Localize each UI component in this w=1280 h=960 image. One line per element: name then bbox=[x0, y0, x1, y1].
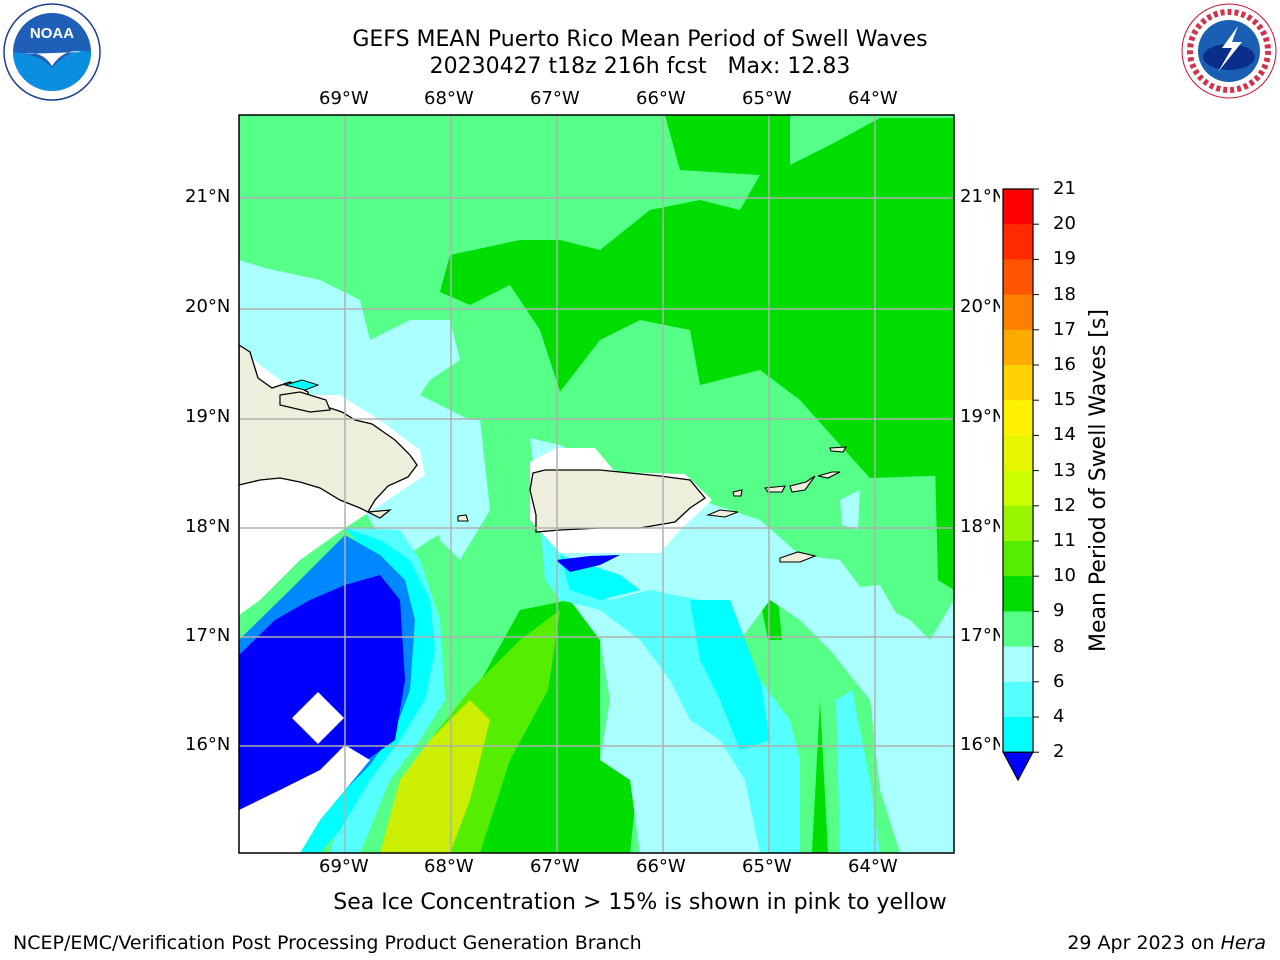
colorbar-tick-label: 9 bbox=[1053, 600, 1065, 622]
map-gridlines bbox=[239, 115, 954, 853]
colorbar-tick-label: 12 bbox=[1053, 494, 1076, 516]
colorbar-segment bbox=[1003, 576, 1033, 612]
nws-logo bbox=[1181, 3, 1277, 99]
footer-date: 29 Apr 2023 on Hera bbox=[1067, 932, 1266, 954]
sea-ice-caption: Sea Ice Concentration > 15% is shown in … bbox=[333, 890, 947, 915]
lat-label-left: 20°N bbox=[185, 296, 231, 317]
lon-label-top: 68°W bbox=[424, 88, 474, 109]
lon-label-bottom: 64°W bbox=[848, 856, 898, 877]
lon-label-top: 67°W bbox=[530, 88, 580, 109]
noaa-logo-text: NOAA bbox=[30, 25, 74, 42]
colorbar-tick-label: 6 bbox=[1053, 670, 1065, 692]
lat-label-right: 18°N bbox=[960, 516, 1006, 537]
footer-machine: Hera bbox=[1220, 932, 1266, 954]
colorbar-tick-label: 15 bbox=[1053, 389, 1076, 411]
lat-label-right: 21°N bbox=[960, 186, 1006, 207]
map-frame bbox=[238, 114, 955, 854]
lon-label-top: 69°W bbox=[319, 88, 369, 109]
colorbar-tick-label: 17 bbox=[1053, 318, 1076, 340]
colorbar-segment bbox=[1003, 400, 1033, 436]
colorbar-segment bbox=[1003, 329, 1033, 366]
lon-label-bottom: 65°W bbox=[742, 856, 792, 877]
title-line-1: GEFS MEAN Puerto Rico Mean Period of Swe… bbox=[352, 27, 928, 52]
colorbar-tick-label: 21 bbox=[1053, 178, 1076, 199]
lat-label-left: 19°N bbox=[185, 406, 231, 427]
colorbar-tick-label: 10 bbox=[1053, 565, 1076, 587]
colorbar-bar bbox=[1000, 185, 1040, 785]
title-line-2: 20230427 t18z 216h fcst Max: 12.83 bbox=[429, 54, 851, 79]
lon-label-top: 64°W bbox=[848, 88, 898, 109]
lon-label-top: 66°W bbox=[636, 88, 686, 109]
colorbar-tick-label: 19 bbox=[1053, 248, 1076, 270]
lon-label-top: 65°W bbox=[742, 88, 792, 109]
lat-label-left: 21°N bbox=[185, 186, 231, 207]
colorbar-tick-label: 13 bbox=[1053, 459, 1076, 481]
chart-title: GEFS MEAN Puerto Rico Mean Period of Swe… bbox=[0, 26, 1280, 80]
colorbar-segment bbox=[1003, 189, 1033, 225]
colorbar-segment bbox=[1003, 646, 1033, 683]
colorbar-segment bbox=[1003, 435, 1033, 472]
footer-date-text: 29 Apr 2023 on bbox=[1067, 932, 1221, 954]
colorbar-tick-label: 11 bbox=[1053, 530, 1076, 551]
footer-org: NCEP/EMC/Verification Post Processing Pr… bbox=[13, 932, 642, 954]
swell-period-field bbox=[239, 115, 954, 853]
lon-label-bottom: 68°W bbox=[424, 856, 474, 877]
lat-label-left: 18°N bbox=[185, 516, 231, 537]
colorbar-tick-label: 2 bbox=[1053, 741, 1065, 763]
colorbar-segment bbox=[1003, 294, 1033, 331]
lat-label-left: 16°N bbox=[185, 734, 231, 755]
colorbar-segment bbox=[1003, 365, 1033, 401]
colorbar-tick-label: 8 bbox=[1053, 635, 1065, 657]
colorbar-segment bbox=[1003, 505, 1033, 542]
colorbar-segment bbox=[1003, 259, 1033, 296]
colorbar-segment bbox=[1003, 681, 1033, 718]
colorbar-segment bbox=[1003, 611, 1033, 648]
colorbar-segment bbox=[1003, 541, 1033, 577]
colorbar-segment bbox=[1003, 470, 1033, 507]
colorbar-label: Mean Period of Swell Waves [s] bbox=[1086, 309, 1111, 652]
colorbar-tick-label: 14 bbox=[1053, 424, 1076, 446]
colorbar-tick-label: 18 bbox=[1053, 283, 1076, 305]
lon-label-bottom: 69°W bbox=[319, 856, 369, 877]
colorbar-tick-label: 4 bbox=[1053, 706, 1065, 727]
lat-label-right: 20°N bbox=[960, 296, 1006, 317]
lat-label-right: 19°N bbox=[960, 406, 1006, 427]
colorbar-segment bbox=[1003, 717, 1033, 753]
lat-label-left: 17°N bbox=[185, 625, 231, 646]
lon-label-bottom: 67°W bbox=[530, 856, 580, 877]
lon-label-bottom: 66°W bbox=[636, 856, 686, 877]
colorbar-tick-label: 20 bbox=[1053, 213, 1076, 235]
lat-label-right: 16°N bbox=[960, 734, 1006, 755]
noaa-logo: NOAA bbox=[3, 3, 101, 101]
colorbar-tick-label: 16 bbox=[1053, 354, 1076, 375]
colorbar-segment bbox=[1003, 224, 1033, 260]
lat-label-right: 17°N bbox=[960, 625, 1006, 646]
